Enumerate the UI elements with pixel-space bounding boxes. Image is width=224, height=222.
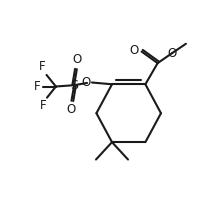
- Text: S: S: [70, 79, 78, 92]
- Text: O: O: [129, 44, 138, 57]
- Text: O: O: [168, 47, 177, 60]
- Text: O: O: [81, 75, 90, 89]
- Text: F: F: [39, 60, 46, 73]
- Text: O: O: [73, 54, 82, 66]
- Text: F: F: [39, 99, 46, 112]
- Text: F: F: [34, 80, 40, 93]
- Text: O: O: [66, 103, 76, 116]
